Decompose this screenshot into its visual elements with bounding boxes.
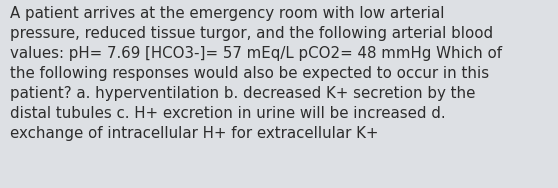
Text: A patient arrives at the emergency room with low arterial
pressure, reduced tiss: A patient arrives at the emergency room … (10, 6, 502, 141)
